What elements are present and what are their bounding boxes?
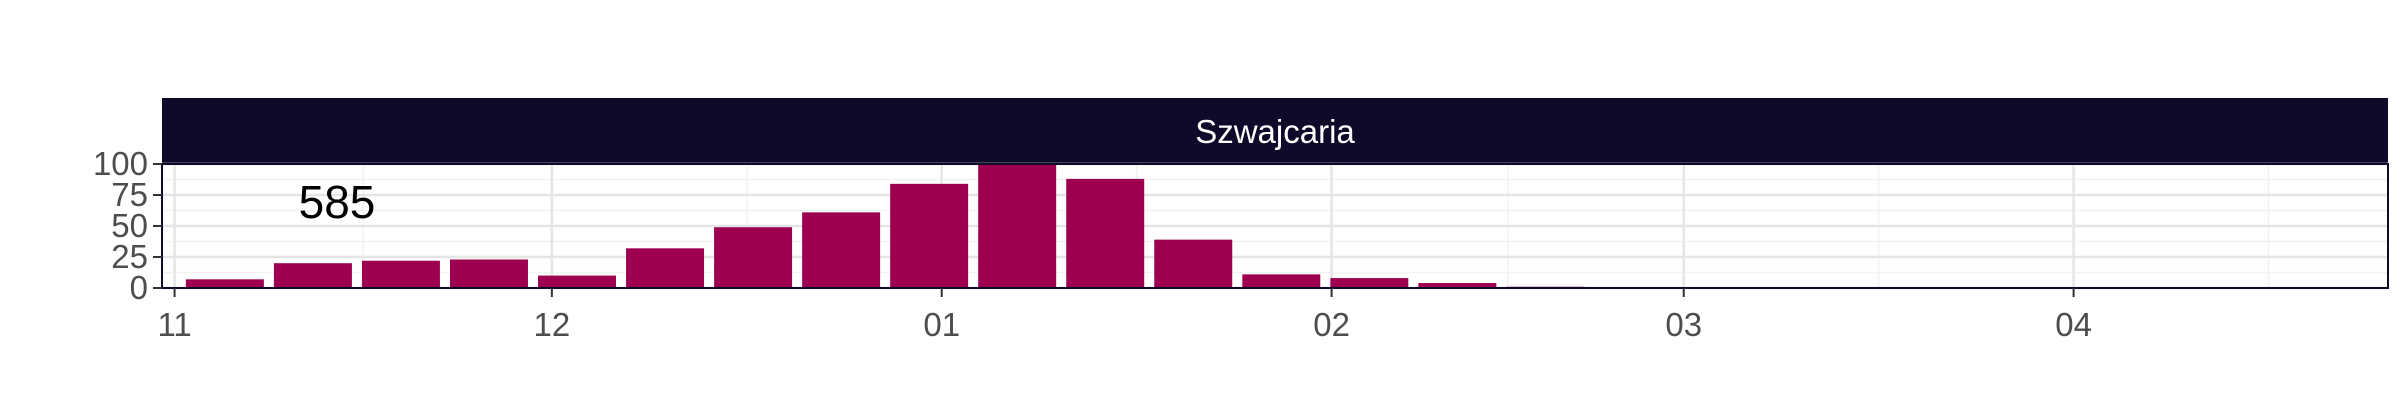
bar <box>626 248 705 288</box>
total-count-annotation: 585 <box>299 176 376 228</box>
facet-strip: Szwajcaria <box>162 98 2388 164</box>
y-tick-label: 25 <box>111 238 148 275</box>
y-tick-label: 50 <box>111 207 148 244</box>
bar <box>890 183 969 288</box>
bar <box>1154 239 1233 288</box>
bar <box>714 227 793 288</box>
x-tick-label: 01 <box>923 306 960 343</box>
bar-series <box>185 164 2377 288</box>
x-axis: 11 12 01 02 03 04 <box>157 288 2092 343</box>
bar <box>1242 274 1321 288</box>
facet-strip-title: Szwajcaria <box>1195 113 1355 150</box>
x-tick-label: 04 <box>2055 306 2092 343</box>
y-tick-label: 75 <box>111 176 148 213</box>
y-tick-label: 100 <box>93 145 148 182</box>
bar <box>1330 278 1409 288</box>
bar <box>273 263 352 288</box>
plot-panel: 585 <box>161 162 2389 290</box>
bar <box>538 275 617 288</box>
bar <box>449 259 528 288</box>
bar <box>1418 283 1497 288</box>
x-tick-label: 03 <box>1665 306 1702 343</box>
bar <box>978 164 1057 288</box>
x-tick-label: 11 <box>157 306 191 343</box>
x-tick-label: 12 <box>534 306 571 343</box>
bar <box>361 260 440 288</box>
y-tick-label: 0 <box>130 269 148 306</box>
bar <box>1066 178 1145 288</box>
x-tick-label: 02 <box>1313 306 1350 343</box>
bar <box>802 212 881 288</box>
facet-strip-background <box>162 98 2388 164</box>
bar <box>185 279 264 288</box>
